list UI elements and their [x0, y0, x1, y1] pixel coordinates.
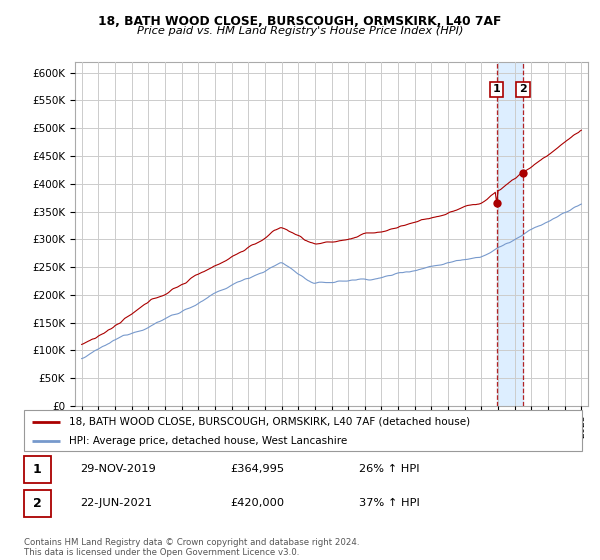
Text: HPI: Average price, detached house, West Lancashire: HPI: Average price, detached house, West…: [68, 436, 347, 446]
Text: £364,995: £364,995: [230, 464, 284, 474]
Text: Price paid vs. HM Land Registry's House Price Index (HPI): Price paid vs. HM Land Registry's House …: [137, 26, 463, 36]
Text: 2: 2: [519, 85, 527, 95]
Text: 18, BATH WOOD CLOSE, BURSCOUGH, ORMSKIRK, L40 7AF: 18, BATH WOOD CLOSE, BURSCOUGH, ORMSKIRK…: [98, 15, 502, 27]
Text: 37% ↑ HPI: 37% ↑ HPI: [359, 498, 419, 508]
Text: 26% ↑ HPI: 26% ↑ HPI: [359, 464, 419, 474]
Text: 1: 1: [33, 463, 42, 476]
Bar: [24, 456, 51, 483]
Text: 1: 1: [493, 85, 500, 95]
Bar: [24, 490, 51, 517]
Text: Contains HM Land Registry data © Crown copyright and database right 2024.
This d: Contains HM Land Registry data © Crown c…: [24, 538, 359, 557]
Text: 29-NOV-2019: 29-NOV-2019: [80, 464, 155, 474]
Text: 2: 2: [33, 497, 42, 510]
Bar: [497, 62, 523, 406]
Text: £420,000: £420,000: [230, 498, 284, 508]
Text: 18, BATH WOOD CLOSE, BURSCOUGH, ORMSKIRK, L40 7AF (detached house): 18, BATH WOOD CLOSE, BURSCOUGH, ORMSKIRK…: [68, 417, 470, 427]
Text: 22-JUN-2021: 22-JUN-2021: [80, 498, 152, 508]
